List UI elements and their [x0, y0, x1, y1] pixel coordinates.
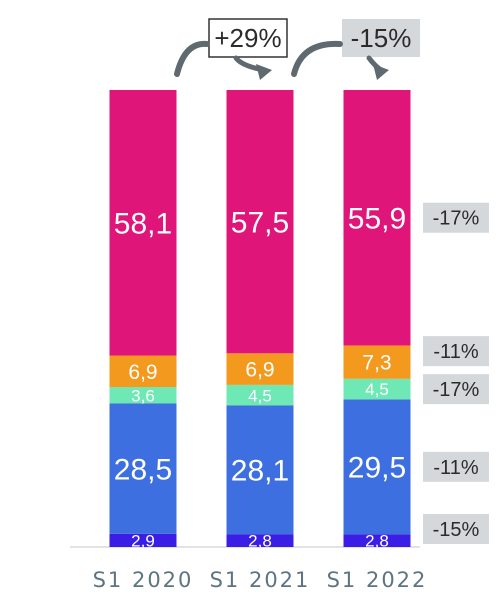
data-label: 4,5: [365, 380, 389, 399]
segment-change-label: -15%: [433, 519, 480, 541]
bar-segment: [226, 405, 294, 535]
arrowhead-icon: [256, 64, 272, 80]
badge-background: [423, 374, 489, 405]
data-label: 4,5: [248, 386, 272, 405]
data-label: 3,6: [131, 386, 155, 405]
data-label: 2,8: [365, 532, 389, 551]
period-change-callout: -15%: [291, 19, 420, 80]
callout-box: [208, 18, 288, 58]
segment-change-label: -11%: [433, 457, 478, 479]
segment-change-badge: -15%: [423, 514, 489, 544]
category-label: S1 2022: [327, 568, 428, 592]
data-label: 57,5: [231, 206, 289, 239]
bar-segment: [109, 387, 177, 404]
data-label: 55,9: [348, 203, 406, 236]
bar-segment: [343, 345, 411, 379]
bar-segment: [343, 378, 411, 400]
data-label: 7,3: [362, 352, 391, 375]
data-label: 2,8: [248, 532, 272, 551]
bar-segment: [109, 355, 177, 388]
category-label: S1 2020: [93, 568, 194, 592]
data-label: 6,9: [245, 359, 274, 382]
segment-change-labels: -15% -11% -17% -11% -17%: [423, 202, 489, 544]
category-labels: S1 2020 S1 2021 S1 2022: [93, 568, 428, 592]
segment-change-label: -11%: [433, 341, 478, 363]
bar-segment: [226, 90, 294, 354]
segment-labels: 2,9 28,5 3,6 6,9 58,1 2,8 28,1 4,5 6,9 57,5 2,8 29,…: [114, 203, 406, 551]
segment-change-badge: -17%: [423, 202, 489, 233]
category-label: S1 2021: [210, 568, 311, 592]
bar-segment: [343, 399, 411, 535]
period-change-callout: +29%: [174, 18, 288, 80]
badge-background: [423, 202, 489, 233]
bar-segment: [226, 353, 294, 385]
segment-change-label: -17%: [433, 208, 480, 230]
segment-change-badge: -11%: [423, 336, 489, 367]
data-label: 6,9: [128, 361, 157, 384]
data-label: 29,5: [348, 452, 406, 485]
bar-segment: [109, 403, 177, 534]
period-change-label: +29%: [214, 23, 281, 53]
data-label: 28,5: [114, 453, 172, 486]
bar-segment: [109, 533, 177, 547]
bar-segment: [343, 90, 411, 346]
period-change-label: -15%: [351, 23, 412, 53]
data-label: 2,9: [131, 531, 155, 550]
bar-segment: [109, 90, 177, 356]
data-label: 28,1: [231, 455, 289, 488]
segment-change-label: -17%: [433, 379, 480, 401]
bar-segment: [343, 534, 411, 547]
period-change-callouts: +29% -15%: [174, 18, 420, 80]
data-label: 58,1: [114, 208, 172, 241]
callout-box: [342, 19, 420, 57]
badge-background: [423, 451, 489, 482]
bar-segment: [226, 384, 294, 406]
arrow-curve-icon: [174, 40, 210, 77]
bar-segment: [226, 534, 294, 547]
arrow-curve-icon: [291, 40, 343, 77]
arrowhead-icon: [373, 64, 389, 80]
badge-background: [423, 514, 489, 544]
badge-background: [423, 336, 489, 367]
bars-group: [109, 90, 411, 547]
segment-change-badge: -11%: [423, 451, 489, 482]
segment-change-badge: -17%: [423, 374, 489, 405]
